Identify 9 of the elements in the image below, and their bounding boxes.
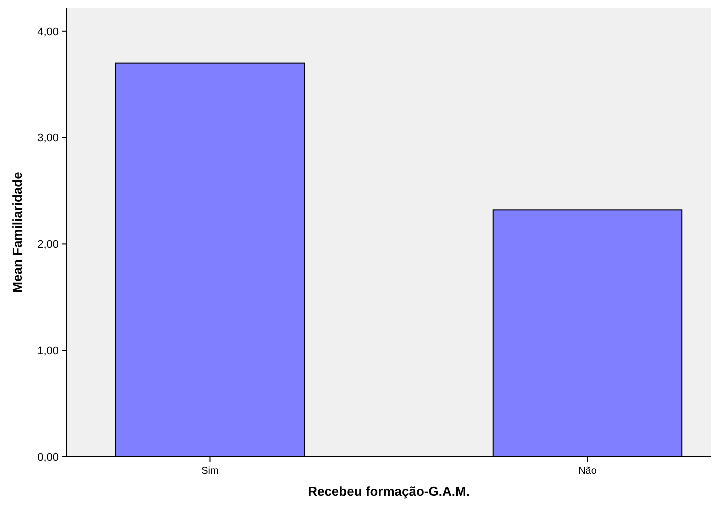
y-tick-label: 0,00	[38, 452, 59, 464]
x-axis-title: Recebeu formação-G.A.M.	[308, 484, 470, 499]
y-tick-label: 3,00	[38, 132, 59, 145]
x-tick-label: Não	[578, 466, 598, 477]
y-axis-title: Mean Familiaridade	[10, 172, 25, 293]
y-tick-label: 1,00	[38, 345, 59, 358]
x-tick-label: Sim	[202, 466, 219, 477]
y-tick-label: 2,00	[38, 239, 59, 252]
y-tick-label: 4,00	[38, 26, 59, 38]
